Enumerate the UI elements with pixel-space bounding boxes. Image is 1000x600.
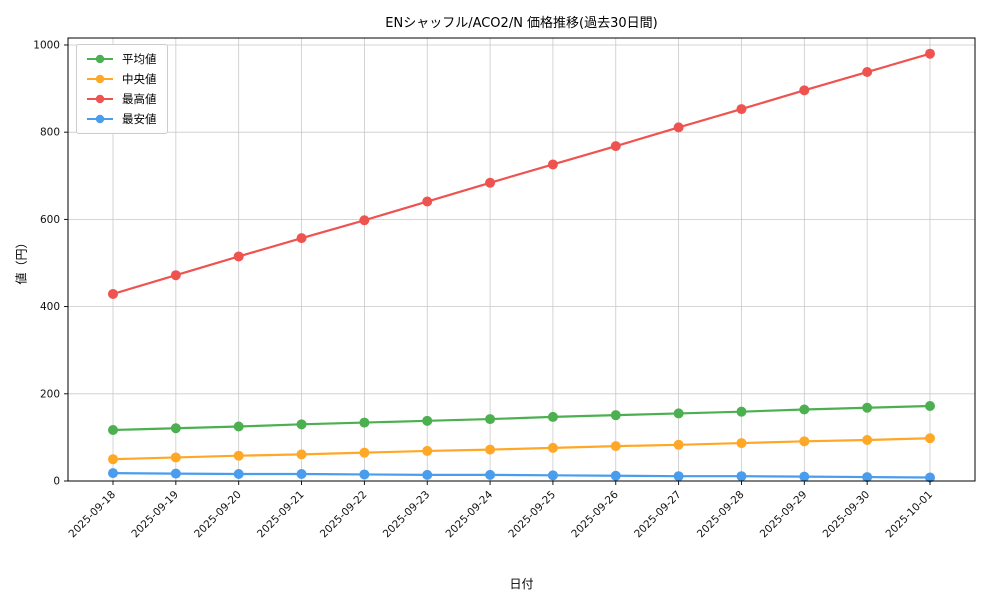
svg-text:2025-10-01: 2025-10-01 — [883, 489, 935, 541]
svg-text:400: 400 — [40, 301, 60, 313]
svg-text:600: 600 — [40, 214, 60, 226]
legend-item-min: 最安値 — [85, 111, 157, 127]
svg-text:200: 200 — [40, 388, 60, 400]
x-tick-labels: 2025-09-18 2025-09-19 2025-09-20 2025-09-21… — [66, 488, 935, 540]
svg-text:2025-09-20: 2025-09-20 — [192, 489, 244, 541]
series-line-median — [111, 437, 932, 461]
svg-text:2025-09-18: 2025-09-18 — [66, 489, 118, 541]
chart-title: ENシャッフル/ACO2/N 価格推移(過去30日間) — [385, 16, 658, 31]
series-markers-min — [108, 468, 935, 483]
series-markers-median — [108, 433, 935, 465]
series-markers-average — [108, 401, 935, 435]
tick-marks — [64, 44, 931, 485]
svg-text:1000: 1000 — [33, 39, 60, 51]
legend-marker-median-icon — [87, 74, 113, 84]
axes-border — [67, 37, 976, 482]
legend-label-average: 平均値 — [122, 52, 157, 66]
svg-text:2025-09-28: 2025-09-28 — [695, 489, 747, 541]
series-line-min — [111, 472, 932, 479]
x-axis-label: 日付 — [509, 577, 534, 591]
series-markers-max — [108, 48, 935, 299]
legend: 平均値中央値最高値最安値 — [76, 44, 168, 134]
legend-item-max: 最高値 — [85, 91, 157, 107]
legend-label-max: 最高値 — [122, 92, 157, 106]
svg-text:2025-09-30: 2025-09-30 — [821, 489, 873, 541]
svg-text:2025-09-25: 2025-09-25 — [506, 489, 558, 541]
svg-text:0: 0 — [53, 476, 60, 488]
y-tick-labels: 0 200 400 600 800 1000 — [33, 39, 60, 487]
plot-background — [68, 38, 975, 481]
series-line-max — [111, 52, 932, 296]
svg-text:2025-09-19: 2025-09-19 — [129, 489, 181, 541]
svg-text:2025-09-26: 2025-09-26 — [569, 488, 621, 540]
svg-text:2025-09-27: 2025-09-27 — [632, 489, 684, 541]
legend-label-median: 中央値 — [122, 72, 157, 86]
legend-item-median: 中央値 — [85, 71, 157, 87]
svg-text:2025-09-22: 2025-09-22 — [318, 489, 370, 541]
series-line-average — [111, 404, 932, 432]
legend-item-average: 平均値 — [85, 51, 157, 67]
legend-marker-average-icon — [87, 54, 113, 64]
svg-text:2025-09-21: 2025-09-21 — [255, 489, 307, 541]
legend-label-min: 最安値 — [122, 112, 157, 126]
svg-text:2025-09-24: 2025-09-24 — [444, 488, 496, 540]
legend-marker-min-icon — [87, 114, 113, 124]
svg-text:800: 800 — [40, 127, 60, 139]
svg-text:2025-09-23: 2025-09-23 — [381, 489, 433, 541]
legend-marker-max-icon — [87, 94, 113, 104]
svg-text:2025-09-29: 2025-09-29 — [758, 489, 810, 541]
